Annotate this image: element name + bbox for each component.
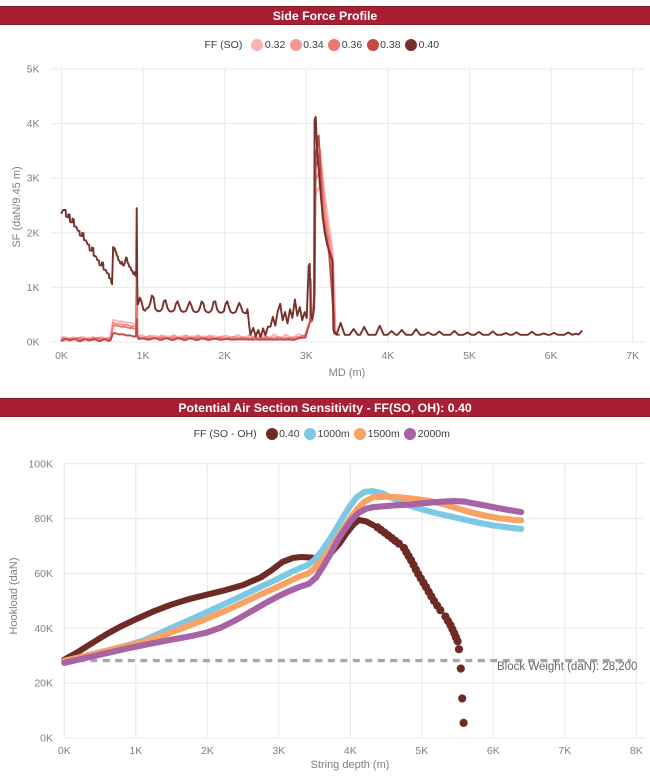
svg-text:40K: 40K — [34, 623, 53, 635]
svg-text:4K: 4K — [27, 118, 40, 130]
svg-text:Hookload (daN): Hookload (daN) — [8, 557, 20, 634]
svg-text:5K: 5K — [415, 745, 428, 757]
svg-text:60K: 60K — [34, 568, 53, 580]
svg-text:5K: 5K — [463, 350, 476, 362]
svg-text:3K: 3K — [272, 745, 285, 757]
svg-text:0K: 0K — [55, 350, 68, 362]
svg-text:String depth (m): String depth (m) — [311, 759, 390, 771]
svg-text:7K: 7K — [558, 745, 571, 757]
svg-text:80K: 80K — [34, 513, 53, 525]
svg-text:SF (daN/9.45 m): SF (daN/9.45 m) — [11, 166, 23, 247]
svg-text:3K: 3K — [27, 173, 40, 185]
svg-text:4K: 4K — [381, 350, 394, 362]
svg-text:4K: 4K — [344, 745, 357, 757]
svg-text:MD (m): MD (m) — [329, 367, 366, 379]
svg-text:1K: 1K — [129, 745, 142, 757]
svg-text:1K: 1K — [137, 350, 150, 362]
svg-text:2K: 2K — [218, 350, 231, 362]
svg-text:6K: 6K — [487, 745, 500, 757]
svg-text:1K: 1K — [27, 282, 40, 294]
svg-text:3K: 3K — [300, 350, 313, 362]
svg-text:2K: 2K — [201, 745, 214, 757]
svg-text:100K: 100K — [28, 458, 53, 470]
svg-text:6K: 6K — [545, 350, 558, 362]
svg-text:20K: 20K — [34, 678, 53, 690]
svg-text:0K: 0K — [58, 745, 71, 757]
svg-text:2K: 2K — [27, 227, 40, 239]
svg-text:5K: 5K — [27, 64, 40, 76]
svg-text:8K: 8K — [630, 745, 643, 757]
svg-text:0K: 0K — [40, 733, 53, 745]
svg-text:Block Weight (daN): 28,200: Block Weight (daN): 28,200 — [497, 661, 637, 673]
svg-text:0K: 0K — [27, 337, 40, 349]
svg-text:7K: 7K — [626, 350, 639, 362]
